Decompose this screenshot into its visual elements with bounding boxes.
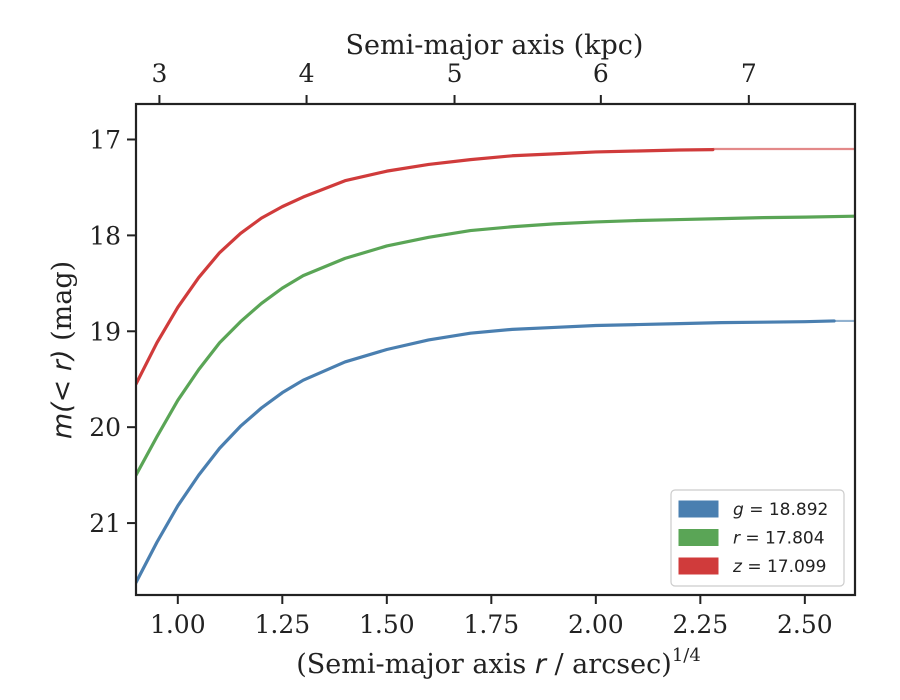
x-tick-label-2: 1.50 [359, 610, 415, 639]
x-tick-label-0: 1.00 [150, 610, 206, 639]
y-axis-title-expr: m(< r) [47, 349, 78, 439]
legend-swatch-0 [678, 500, 719, 518]
top-tick-label-1: 4 [299, 59, 315, 88]
y-axis-title-unit: (mag) [47, 261, 78, 350]
y-tick-label-4: 21 [89, 509, 121, 538]
legend-label-var-2: z [732, 557, 743, 577]
legend-label-value-1: = 17.804 [740, 529, 825, 549]
top-tick-label-4: 7 [741, 59, 757, 88]
legend-label-0: g = 18.892 [733, 500, 828, 520]
legend-label-2: z = 17.099 [732, 557, 826, 577]
x-axis-title: (Semi-major axis r / arcsec)1/4 [296, 645, 701, 680]
y-tick-label-2: 19 [89, 317, 121, 346]
y-tick-label-3: 20 [89, 413, 121, 442]
x-axis-title-part2: / arcsec) [546, 649, 672, 680]
series-line-1 [136, 214, 855, 477]
x-tick-label-1: 1.25 [254, 610, 310, 639]
top-axis-title: Semi-major axis (kpc) [346, 30, 644, 61]
x-tick-label-3: 1.75 [463, 610, 519, 639]
legend-label-var-1: r [733, 529, 741, 549]
x-tick-label-6: 2.50 [777, 610, 833, 639]
legend-label-value-2: = 17.099 [742, 557, 827, 577]
top-tick-label-0: 3 [151, 59, 167, 88]
series-line-0 [136, 319, 836, 585]
y-tick-label-0: 17 [89, 125, 121, 154]
y-axis-title: m(< r) (mag) [47, 261, 78, 439]
legend-label-1: r = 17.804 [733, 529, 825, 549]
x-axis-title-var: r [535, 649, 548, 680]
legend-label-var-0: g [733, 500, 744, 520]
y-tick-label-1: 18 [89, 221, 121, 250]
legend-label-value-0: = 18.892 [744, 500, 829, 520]
top-tick-label-2: 5 [447, 59, 463, 88]
x-tick-label-4: 2.00 [568, 610, 624, 639]
top-tick-label-3: 6 [593, 59, 609, 88]
x-axis-title-exponent: 1/4 [672, 645, 701, 666]
legend-swatch-2 [678, 557, 719, 575]
legend-swatch-1 [678, 529, 719, 546]
series-group [136, 147, 855, 585]
x-tick-label-5: 2.25 [672, 610, 728, 639]
series-line-2 [136, 148, 715, 386]
x-axis-title-part1: (Semi-major axis [296, 649, 535, 680]
plot-frame [134, 102, 857, 597]
